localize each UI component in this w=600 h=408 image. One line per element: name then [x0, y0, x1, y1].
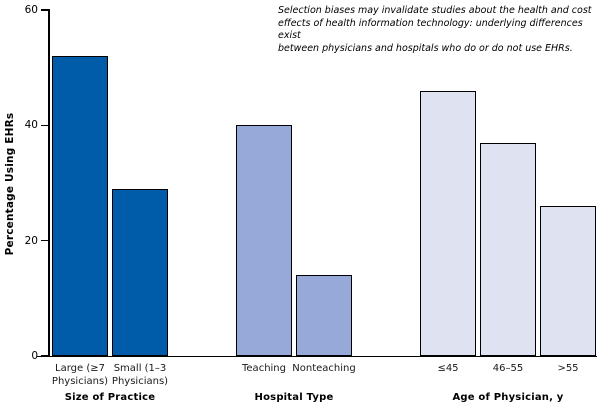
bar-label-45: ≤45 [400, 363, 496, 376]
bar-label-nonteaching: Nonteaching [276, 363, 372, 376]
bar-label-line: Physicians) [111, 375, 169, 387]
chart-annotation: Selection biases may invalidate studies … [278, 5, 596, 55]
bar-label-line: Physicians) [51, 375, 109, 387]
y-tick-40 [41, 124, 48, 127]
y-tick-0 [41, 355, 48, 357]
group-label-hospital-type: Hospital Type [254, 392, 334, 403]
bar-label-46-55: 46–55 [460, 363, 556, 376]
y-tick-60 [41, 9, 48, 11]
bar-nonteaching [296, 275, 352, 356]
bar-small-1-3-physicians [112, 188, 168, 356]
bar-label-line: Small (1–3 [113, 363, 167, 374]
bar-label-line: >55 [557, 363, 579, 374]
annotation-line-1: Selection biases may invalidate studies … [278, 5, 592, 16]
annotation-line-2: effects of health information technology… [278, 17, 583, 42]
y-tick-label-60: 60 [24, 4, 38, 16]
group-label-age-of-physician-y: Age of Physician, y [452, 392, 564, 403]
bar-45 [420, 90, 476, 356]
bar-label-55: >55 [520, 363, 600, 376]
bar-label-large-7-physicians: Large (≥7 Physicians) [32, 363, 128, 388]
group-label-size-of-practice: Size of Practice [64, 392, 156, 403]
bar-large-7-physicians [52, 56, 108, 356]
bar-55 [540, 206, 596, 356]
y-tick-label-20: 20 [24, 234, 38, 247]
annotation-line-3: between physicians and hospitals who do … [278, 42, 573, 54]
y-tick-label-40: 40 [24, 119, 38, 132]
y-tick-label-0: 0 [31, 350, 38, 362]
bar-label-line: ≤45 [437, 363, 459, 374]
x-axis-line [37, 355, 597, 358]
bar-label-small-1-3-physicians: Small (1–3 Physicians) [92, 363, 188, 388]
bar-label-line: Large (≥7 [55, 363, 105, 374]
bar-label-line: Nonteaching [292, 363, 356, 374]
bar-46-55 [480, 142, 536, 356]
bar-teaching [236, 125, 292, 356]
bar-label-teaching: Teaching [216, 363, 312, 376]
bar-label-line: 46–55 [492, 363, 524, 374]
bar-label-line: Teaching [242, 363, 286, 374]
y-axis-line [47, 9, 50, 357]
y-tick-20 [41, 239, 48, 242]
